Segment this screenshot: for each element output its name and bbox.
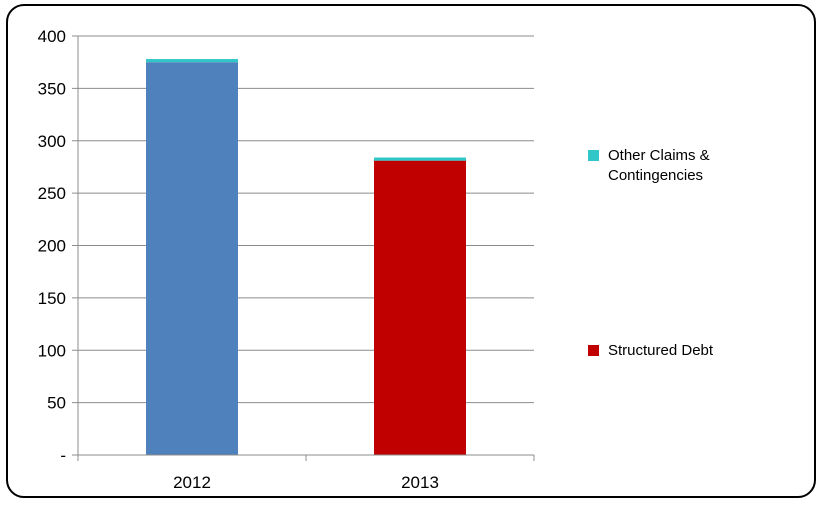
x-tick-label: 2012: [173, 473, 211, 492]
y-tick-label: -: [60, 446, 66, 465]
legend-entry-other-claims: Other Claims & Contingencies: [588, 146, 788, 186]
bar-2013-other-claims: [374, 157, 466, 161]
y-tick-label: 400: [38, 27, 66, 46]
bars: [146, 59, 466, 455]
y-tick-label: 300: [38, 132, 66, 151]
bar-2012-structured-debt: [146, 62, 238, 455]
legend-label-structured-debt: Structured Debt: [608, 342, 714, 359]
bar-2012-other-claims: [146, 59, 238, 63]
x-tick-label: 2013: [401, 473, 439, 492]
y-tick-label: 250: [38, 184, 66, 203]
legend-swatch-structured-debt: [588, 345, 599, 356]
bar-2013-structured-debt: [374, 160, 466, 455]
y-tick-label: 50: [47, 394, 66, 413]
y-tick-label: 150: [38, 289, 66, 308]
legend-label-other-claims: Other Claims & Contingencies: [608, 147, 710, 184]
legend-entry-structured-debt: Structured Debt: [588, 341, 788, 361]
axes: [72, 35, 535, 461]
y-tick-label: 350: [38, 79, 66, 98]
y-tick-label: 200: [38, 237, 66, 256]
tick-labels: - 50 100 150 200 250 300 350 400 2012 2013: [38, 27, 439, 492]
y-tick-label: 100: [38, 341, 66, 360]
legend-swatch-other-claims: [588, 150, 599, 161]
